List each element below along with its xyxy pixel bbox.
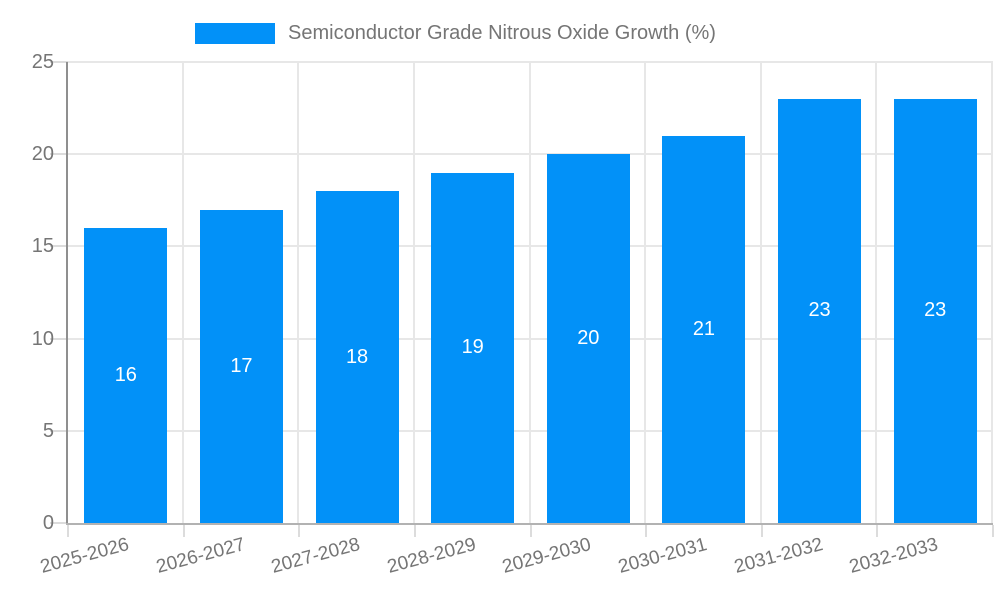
- bar-value-label: 21: [692, 317, 716, 340]
- bar-2028-2029: 19: [431, 172, 515, 523]
- bar-value-label: 19: [461, 336, 484, 359]
- x-axis-line: [66, 523, 993, 525]
- x-axis-label: 2025-2026: [38, 534, 132, 578]
- gridline-vertical: [644, 62, 647, 523]
- y-axis-label: 20: [31, 143, 54, 166]
- gridline-vertical: [759, 62, 762, 523]
- y-axis-label: 5: [42, 419, 54, 442]
- y-axis-label: 25: [31, 51, 54, 73]
- bar-value-label: 16: [114, 363, 137, 386]
- gridline-horizontal: [68, 245, 993, 248]
- x-axis-label: 2027-2028: [269, 534, 363, 578]
- x-axis-tick: [529, 525, 532, 537]
- x-axis-tick: [645, 525, 648, 537]
- x-axis-tick: [67, 525, 69, 537]
- gridline-horizontal: [68, 429, 993, 432]
- y-axis-tick: [50, 522, 68, 524]
- legend-label: Semiconductor Grade Nitrous Oxide Growth…: [288, 22, 716, 44]
- y-axis-tick: [50, 61, 68, 63]
- gridline-vertical: [991, 62, 993, 523]
- gridline-vertical: [181, 62, 184, 523]
- y-axis-tick: [50, 153, 68, 156]
- y-axis-tick: [50, 337, 68, 340]
- gridline-vertical: [875, 62, 878, 523]
- legend-item[interactable]: Semiconductor Grade Nitrous Oxide Growth…: [195, 22, 716, 45]
- bar-value-label: 23: [924, 299, 947, 322]
- bar-2031-2032: 23: [778, 98, 862, 523]
- y-axis-label: 0: [42, 512, 54, 534]
- y-axis-line: [66, 62, 68, 525]
- gridline-horizontal: [68, 153, 993, 156]
- x-axis-label: 2029-2030: [500, 534, 594, 578]
- legend-swatch-icon: [195, 23, 275, 44]
- x-axis-label: 2030-2031: [616, 534, 710, 578]
- x-axis-tick: [760, 525, 763, 537]
- x-axis-label: 2031-2032: [731, 534, 825, 578]
- x-axis-label: 2032-2033: [847, 534, 941, 578]
- y-axis-tick: [50, 245, 68, 248]
- x-axis-tick: [413, 525, 416, 537]
- bar-value-label: 20: [577, 327, 600, 350]
- x-axis-label: 2028-2029: [384, 534, 479, 578]
- bar-2029-2030: 20: [546, 154, 630, 523]
- gridline-vertical: [528, 62, 531, 523]
- y-axis-label: 10: [31, 327, 54, 350]
- gridline-vertical: [297, 62, 300, 523]
- bar-2030-2031: 21: [662, 135, 746, 523]
- x-axis-tick: [182, 525, 185, 537]
- gridline-horizontal: [68, 337, 993, 340]
- bar-2026-2027: 17: [199, 209, 283, 523]
- y-axis-label: 15: [31, 235, 54, 258]
- bar-2025-2026: 16: [84, 227, 168, 523]
- bar-2032-2033: 23: [893, 98, 977, 523]
- x-axis-tick: [876, 525, 879, 537]
- bar-value-label: 18: [345, 345, 369, 368]
- gridline-vertical: [412, 62, 415, 523]
- bar-value-label: 17: [230, 354, 253, 377]
- x-axis-tick: [298, 525, 301, 537]
- bar-2027-2028: 18: [315, 191, 399, 523]
- gridline-horizontal: [68, 61, 993, 63]
- y-axis-tick: [50, 429, 68, 432]
- x-axis-label: 2026-2027: [153, 534, 247, 578]
- x-axis-tick: [992, 525, 994, 537]
- bar-value-label: 23: [808, 299, 831, 322]
